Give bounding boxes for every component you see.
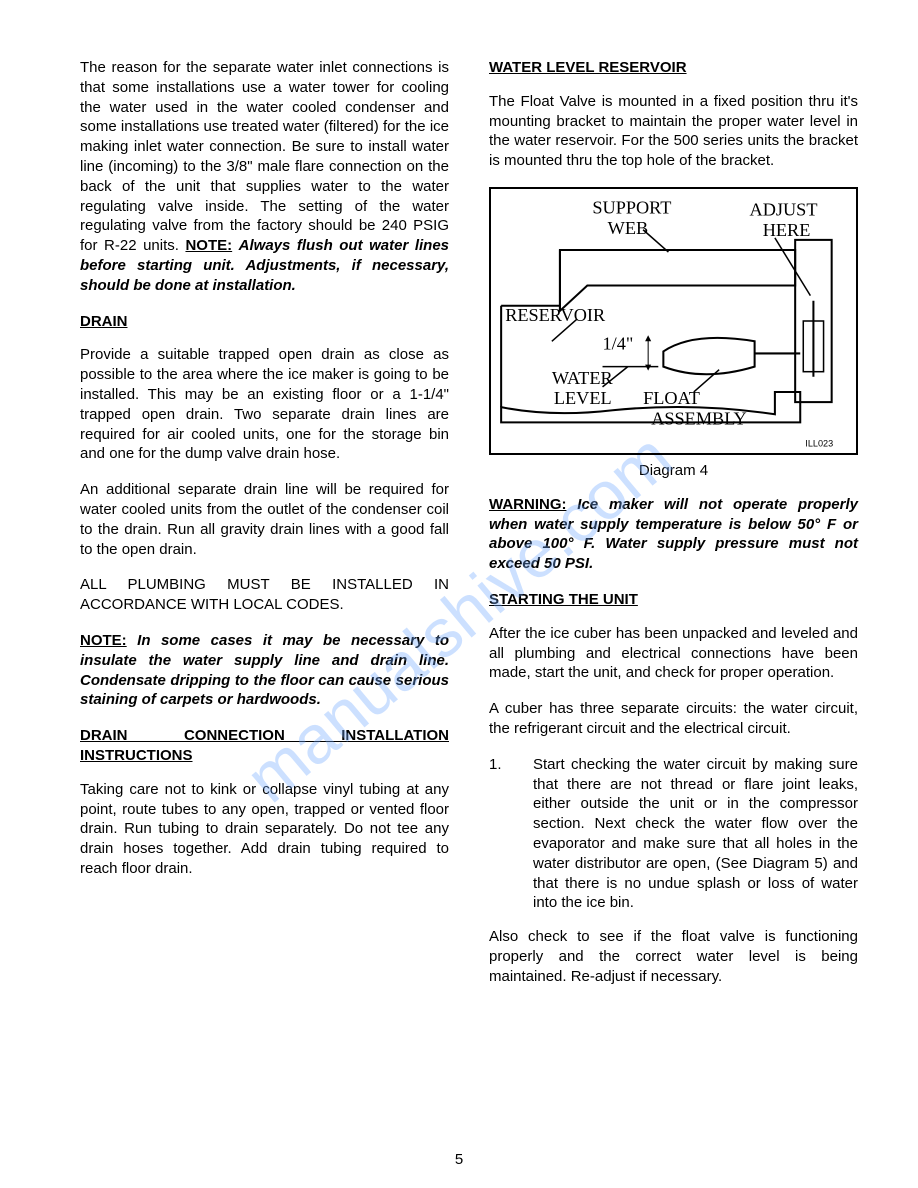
paragraph: WARNING: Ice maker will not operate prop… (489, 495, 858, 574)
numbered-item: 1. Start checking the water circuit by m… (489, 755, 858, 913)
list-text: Start checking the water circuit by maki… (533, 755, 858, 913)
heading-drain-connection: DRAIN CONNECTION INSTALLATION INSTRUCTIO… (80, 726, 449, 766)
paragraph: An additional separate drain line will b… (80, 480, 449, 559)
paragraph: A cuber has three separate circuits: the… (489, 699, 858, 739)
heading-water-level: WATER LEVEL RESERVOIR (489, 58, 858, 78)
page: manualshive.com The reason for the separ… (0, 0, 918, 1188)
note-label: NOTE: (185, 237, 232, 254)
left-column: The reason for the separate water inlet … (80, 58, 449, 1003)
page-number: 5 (455, 1151, 463, 1168)
paragraph: NOTE: In some cases it may be necessary … (80, 631, 449, 710)
diagram-svg: SUPPORT WEB ADJUST HERE RESERVOIR 1/4" W… (491, 189, 856, 453)
label-quarter: 1/4" (603, 333, 634, 353)
list-number: 1. (489, 755, 509, 913)
heading-starting: STARTING THE UNIT (489, 590, 858, 610)
note-text: In some cases it may be necessary to ins… (80, 632, 449, 708)
two-column-layout: The reason for the separate water inlet … (80, 58, 858, 1003)
label-support: SUPPORT (592, 198, 671, 218)
warning-label: WARNING: (489, 496, 567, 513)
label-illcode: ILL023 (805, 439, 833, 449)
label-here: HERE (763, 220, 811, 240)
paragraph: Also check to see if the float valve is … (489, 927, 858, 986)
note-label: NOTE: (80, 632, 127, 649)
label-reservoir: RESERVOIR (505, 305, 606, 325)
paragraph: The reason for the separate water inlet … (80, 58, 449, 296)
label-water: WATER (552, 368, 614, 388)
paragraph: After the ice cuber has been unpacked an… (489, 624, 858, 683)
paragraph: Taking care not to kink or collapse viny… (80, 780, 449, 879)
paragraph: The Float Valve is mounted in a fixed po… (489, 92, 858, 171)
label-adjust: ADJUST (750, 200, 818, 220)
label-assembly: ASSEMBLY (651, 408, 747, 428)
heading-drain: DRAIN (80, 312, 449, 332)
diagram-caption: Diagram 4 (489, 461, 858, 481)
paragraph: Provide a suitable trapped open drain as… (80, 345, 449, 464)
label-level: LEVEL (554, 388, 612, 408)
label-float: FLOAT (643, 388, 700, 408)
diagram-4: SUPPORT WEB ADJUST HERE RESERVOIR 1/4" W… (489, 187, 858, 455)
label-web: WEB (608, 218, 649, 238)
paragraph: ALL PLUMBING MUST BE INSTALLED IN ACCORD… (80, 575, 449, 615)
body-text: The reason for the separate water inlet … (80, 59, 449, 254)
right-column: WATER LEVEL RESERVOIR The Float Valve is… (489, 58, 858, 1003)
